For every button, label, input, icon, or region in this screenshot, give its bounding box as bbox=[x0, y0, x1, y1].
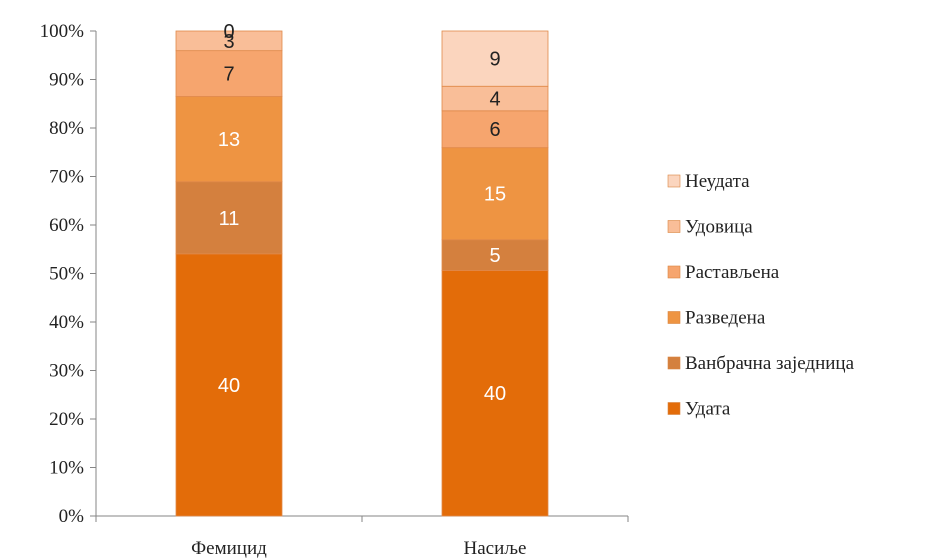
bar-segment bbox=[441, 85, 549, 112]
y-tick-label: 20% bbox=[49, 409, 84, 430]
legend-swatch bbox=[667, 220, 681, 233]
data-label: 4 bbox=[489, 89, 500, 111]
y-tick-label: 10% bbox=[49, 458, 84, 479]
data-label: 7 bbox=[223, 64, 234, 86]
data-label: 0 bbox=[223, 21, 234, 43]
legend-swatch bbox=[667, 265, 681, 279]
bars bbox=[175, 30, 549, 517]
bar-segment bbox=[175, 181, 283, 255]
y-tick-label: 30% bbox=[49, 361, 84, 382]
data-label: 13 bbox=[218, 129, 240, 151]
bar-segment bbox=[441, 270, 549, 517]
bar-segment bbox=[175, 50, 283, 97]
data-label: 6 bbox=[489, 119, 500, 141]
y-tick-label: 40% bbox=[49, 312, 84, 333]
bar-segment bbox=[175, 96, 283, 183]
bar-segment bbox=[441, 147, 549, 241]
x-category-label: Фемицид bbox=[191, 538, 267, 558]
y-tick-label: 90% bbox=[49, 70, 84, 91]
legend-label: Неудата bbox=[685, 171, 750, 192]
legend-swatch bbox=[667, 311, 681, 324]
y-tick-label: 80% bbox=[49, 118, 84, 139]
legend-swatch bbox=[667, 356, 681, 370]
legend-label: Ванбрачна заједница bbox=[685, 353, 855, 374]
data-label: 3 bbox=[223, 31, 234, 53]
y-tick-label: 0% bbox=[59, 506, 85, 527]
legend: Неудата Удовица Растављена Разведена Ванбрач… bbox=[667, 171, 855, 420]
data-label: 15 bbox=[484, 184, 506, 206]
data-label: 5 bbox=[489, 245, 500, 267]
data-label: 40 bbox=[218, 375, 240, 397]
data-label: 40 bbox=[484, 383, 506, 405]
legend-label: Удата bbox=[685, 399, 731, 420]
legend-label: Растављена bbox=[685, 262, 780, 283]
bar-segment bbox=[175, 30, 283, 52]
legend-swatch bbox=[667, 174, 681, 188]
data-labels: 40 11 13 7 30 40 5 15 6 4 9 bbox=[218, 21, 506, 405]
legend-label: Удовица bbox=[685, 217, 753, 238]
y-tick-label: 70% bbox=[49, 167, 84, 188]
y-tick-label: 50% bbox=[49, 264, 84, 285]
bar-segment bbox=[441, 110, 549, 149]
y-tick-label: 60% bbox=[49, 215, 84, 236]
bar-segment bbox=[441, 239, 549, 271]
data-label: 9 bbox=[489, 49, 500, 71]
data-label: 11 bbox=[219, 208, 240, 230]
legend-swatch bbox=[667, 402, 681, 415]
bar-segment bbox=[441, 30, 549, 87]
x-category-label: Насиље bbox=[463, 538, 526, 558]
legend-label: Разведена bbox=[685, 308, 766, 329]
y-tick-label: 100% bbox=[40, 21, 85, 42]
bar-segment bbox=[175, 253, 283, 517]
